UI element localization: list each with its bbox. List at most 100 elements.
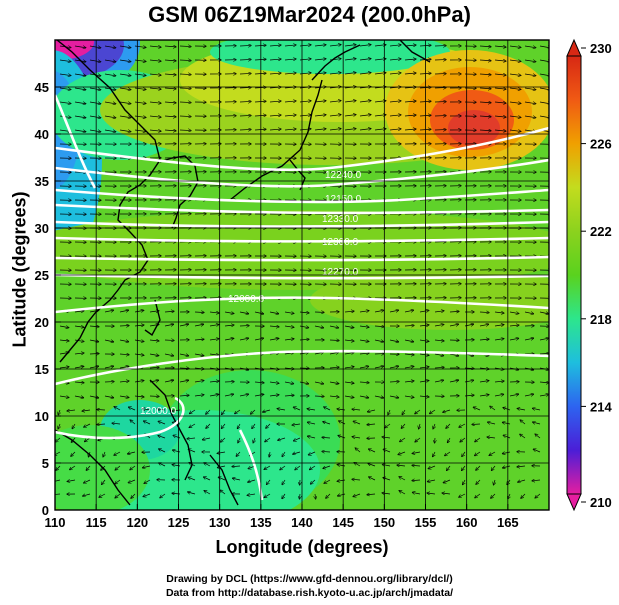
- wind-vector: [74, 88, 86, 90]
- wind-vector: [55, 480, 61, 482]
- credit-data-source: Data from http://database.rish.kyoto-u.a…: [165, 587, 454, 599]
- wind-vector: [329, 73, 341, 74]
- wind-vector: [284, 101, 296, 102]
- wind-vector: [329, 326, 338, 328]
- wind-vector: [476, 465, 481, 470]
- colorbar-tick-label: 222: [590, 224, 612, 239]
- wind-vector: [509, 102, 521, 103]
- wind-vector: [143, 466, 151, 468]
- wind-vector: [535, 493, 541, 498]
- wind-vector: [479, 60, 491, 61]
- wind-vector: [539, 338, 548, 340]
- wind-vector: [517, 408, 526, 410]
- wind-vector: [479, 46, 491, 47]
- x-tick-label: 155: [415, 515, 437, 530]
- wind-vector: [179, 88, 191, 89]
- wind-vector: [59, 60, 71, 62]
- wind-vector: [119, 381, 129, 382]
- wind-vector: [400, 437, 406, 442]
- contour-line: [55, 349, 549, 386]
- wind-vector: [149, 88, 161, 89]
- wind-vector: [179, 102, 191, 103]
- wind-vector: [179, 130, 191, 131]
- wind-vector: [315, 493, 316, 499]
- wind-vector: [445, 451, 451, 456]
- wind-vector: [344, 367, 354, 368]
- wind-vector: [324, 407, 331, 411]
- wind-vector: [447, 465, 451, 470]
- wind-vector: [112, 423, 121, 424]
- wind-vector: [187, 438, 196, 439]
- x-axis-ticks: 110 115 120 125 130 135 140 145 150 155 160 165: [45, 504, 519, 530]
- y-tick-label: 10: [35, 409, 49, 424]
- wind-vector: [479, 130, 491, 131]
- wind-vector: [322, 437, 331, 438]
- wind-vector: [119, 88, 131, 90]
- wind-vector: [494, 339, 504, 340]
- wind-vector: [251, 409, 256, 414]
- contour-line: [55, 126, 549, 172]
- wind-vector: [524, 394, 533, 396]
- wind-vector: [269, 129, 281, 130]
- wind-vector: [179, 116, 191, 117]
- wind-vector: [74, 396, 84, 398]
- wind-vector: [479, 395, 489, 396]
- wind-vector: [269, 101, 281, 102]
- wind-vector: [59, 102, 71, 104]
- wind-vector: [344, 311, 354, 312]
- wind-vector: [149, 60, 161, 61]
- wind-vector: [337, 480, 346, 481]
- wind-vector: [83, 494, 91, 496]
- x-tick-label: 120: [126, 515, 148, 530]
- wind-vector: [314, 115, 326, 116]
- y-tick-label: 45: [35, 80, 49, 95]
- wind-vector: [293, 452, 301, 454]
- wind-vector: [359, 340, 369, 342]
- wind-vector: [58, 409, 60, 415]
- wind-vector: [502, 422, 511, 424]
- wind-vector: [232, 466, 241, 467]
- wind-vector: [338, 494, 346, 496]
- wind-vector: [194, 324, 204, 326]
- wind-vector: [494, 325, 504, 326]
- wind-vector: [160, 493, 166, 498]
- wind-vector: [419, 396, 429, 397]
- wind-vector: [412, 480, 421, 481]
- wind-vector: [524, 102, 536, 104]
- x-tick-label: 145: [332, 515, 354, 530]
- wind-vector: [314, 73, 326, 74]
- wind-vector: [89, 340, 99, 342]
- wind-vector: [59, 74, 71, 76]
- wind-vector: [89, 116, 101, 118]
- wind-vector: [224, 325, 234, 326]
- wind-vector: [74, 74, 86, 76]
- wind-vector: [104, 340, 113, 342]
- wind-vector: [128, 479, 136, 483]
- wind-vector: [509, 130, 521, 131]
- x-tick-label: 165: [497, 515, 519, 530]
- wind-vector: [134, 88, 146, 89]
- wind-vector: [524, 116, 536, 118]
- wind-vector: [284, 339, 294, 340]
- wind-vector: [307, 409, 316, 410]
- wind-vector: [129, 407, 136, 411]
- wind-vector: [248, 480, 256, 482]
- wind-vector: [521, 493, 526, 498]
- wind-vector: [269, 326, 279, 327]
- wind-vector: [67, 410, 76, 411]
- wind-vector: [344, 129, 356, 130]
- wind-vector: [119, 366, 129, 368]
- wind-vector: [494, 394, 504, 396]
- wind-vector: [114, 451, 121, 455]
- wind-vector: [337, 465, 346, 466]
- wind-vector: [294, 437, 301, 441]
- wind-vector: [217, 452, 226, 453]
- wind-vector: [382, 464, 391, 466]
- wind-vector: [222, 409, 226, 414]
- wind-vector: [284, 395, 294, 396]
- wind-vector: [134, 74, 146, 75]
- wind-vector: [398, 451, 406, 455]
- wind-vector: [71, 451, 76, 456]
- wind-vector: [239, 129, 251, 130]
- wind-vector: [239, 73, 251, 74]
